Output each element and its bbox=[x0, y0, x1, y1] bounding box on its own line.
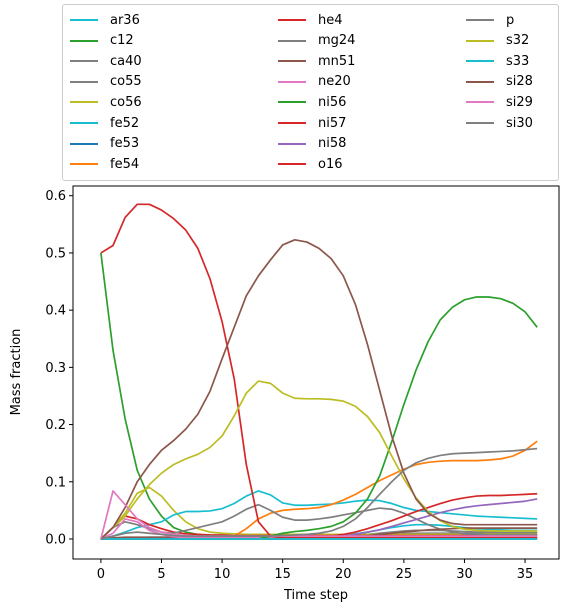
legend-label: mg24 bbox=[318, 33, 356, 49]
x-tick-label: 25 bbox=[396, 567, 413, 582]
legend-label: ni58 bbox=[318, 136, 347, 152]
legend-item-si29: si29 bbox=[466, 92, 533, 112]
chart-legend: ar36 c12 ca40 co55 co56 fe52 fe53 fe54 he4 mg24 mn… bbox=[62, 4, 559, 181]
legend-swatch bbox=[466, 80, 494, 83]
legend-label: si30 bbox=[506, 115, 533, 131]
series-line-mg24 bbox=[100, 503, 538, 540]
legend-label: ne20 bbox=[318, 74, 351, 90]
legend-label: ni57 bbox=[318, 115, 347, 131]
legend-label: ar36 bbox=[110, 12, 140, 28]
legend-item-c12: c12 bbox=[70, 31, 134, 51]
legend-item-si28: si28 bbox=[466, 72, 533, 92]
legend-label: fe53 bbox=[110, 136, 140, 152]
legend-item-fe53: fe53 bbox=[70, 134, 139, 154]
legend-item-ar36: ar36 bbox=[70, 10, 140, 30]
legend-label: mn51 bbox=[318, 53, 356, 69]
x-tick-label: 30 bbox=[456, 567, 473, 582]
legend-item-co55: co55 bbox=[70, 72, 142, 92]
legend-swatch bbox=[466, 19, 494, 21]
legend-swatch bbox=[278, 142, 306, 145]
series-line-si29 bbox=[100, 490, 538, 540]
legend-item-ne20: ne20 bbox=[278, 72, 351, 92]
legend-swatch bbox=[278, 60, 306, 63]
legend-item-mn51: mn51 bbox=[278, 51, 355, 71]
legend-item-ni57: ni57 bbox=[278, 113, 346, 133]
legend-item-co56: co56 bbox=[70, 92, 142, 112]
legend-label: c12 bbox=[110, 33, 134, 49]
legend-label: si29 bbox=[506, 94, 533, 110]
legend-item-si30: si30 bbox=[466, 113, 533, 133]
y-tick-label: 0.1 bbox=[45, 475, 66, 490]
legend-label: o16 bbox=[318, 156, 343, 172]
legend-label: si28 bbox=[506, 74, 533, 90]
x-tick-label: 5 bbox=[157, 567, 165, 582]
legend-item-p: p bbox=[466, 10, 514, 30]
plot-area bbox=[73, 186, 559, 559]
x-axis: 0 5 10 15 20 25 30 35 bbox=[97, 559, 534, 582]
legend-swatch bbox=[278, 39, 306, 42]
series-line-o16 bbox=[100, 203, 538, 539]
series-line-s32 bbox=[100, 380, 538, 540]
legend-swatch bbox=[278, 80, 306, 83]
legend-item-he4: he4 bbox=[278, 10, 343, 30]
legend-swatch bbox=[70, 142, 98, 145]
series-group bbox=[100, 203, 538, 540]
legend-label: he4 bbox=[318, 12, 343, 28]
y-tick-label: 0.3 bbox=[45, 361, 66, 376]
legend-item-fe54: fe54 bbox=[70, 154, 139, 174]
x-tick-label: 15 bbox=[274, 567, 291, 582]
legend-label: fe54 bbox=[110, 156, 140, 172]
legend-swatch bbox=[466, 60, 494, 63]
y-axis: 0.0 0.1 0.2 0.3 0.4 0.5 0.6 bbox=[45, 189, 73, 547]
legend-item-o16: o16 bbox=[278, 154, 343, 174]
legend-item-ni56: ni56 bbox=[278, 92, 346, 112]
legend-swatch bbox=[466, 39, 494, 42]
legend-swatch bbox=[70, 39, 98, 42]
legend-item-fe52: fe52 bbox=[70, 113, 139, 133]
plot-frame bbox=[72, 185, 560, 560]
legend-swatch bbox=[70, 19, 98, 21]
x-axis-label: Time step bbox=[283, 588, 348, 603]
legend-swatch bbox=[278, 122, 306, 124]
legend-swatch bbox=[70, 122, 98, 124]
legend-item-mg24: mg24 bbox=[278, 31, 355, 51]
series-line-si28 bbox=[100, 238, 538, 540]
legend-item-s32: s32 bbox=[466, 31, 529, 51]
legend-swatch bbox=[278, 19, 306, 21]
legend-swatch bbox=[70, 163, 98, 166]
legend-item-ni58: ni58 bbox=[278, 134, 346, 154]
legend-swatch bbox=[278, 163, 306, 166]
series-line-fe52 bbox=[100, 490, 538, 540]
x-tick-label: 0 bbox=[97, 567, 105, 582]
legend-swatch bbox=[278, 101, 306, 104]
x-tick-label: 20 bbox=[335, 567, 352, 582]
series-line-si30 bbox=[100, 447, 538, 540]
legend-swatch bbox=[466, 101, 494, 104]
legend-item-s33: s33 bbox=[466, 51, 529, 71]
legend-label: s33 bbox=[506, 53, 530, 69]
legend-swatch bbox=[70, 80, 98, 83]
y-tick-label: 0.4 bbox=[45, 304, 66, 319]
legend-label: ni56 bbox=[318, 94, 347, 110]
legend-label: p bbox=[506, 12, 515, 28]
legend-swatch bbox=[466, 122, 494, 124]
legend-label: co55 bbox=[110, 74, 142, 90]
y-axis-label: Mass fraction bbox=[9, 329, 24, 416]
legend-label: co56 bbox=[110, 94, 142, 110]
y-tick-label: 0.6 bbox=[45, 189, 66, 204]
legend-swatch bbox=[70, 101, 98, 104]
legend-label: ca40 bbox=[110, 53, 142, 69]
legend-item-ca40: ca40 bbox=[70, 51, 142, 71]
legend-label: s32 bbox=[506, 33, 530, 49]
y-tick-label: 0.5 bbox=[45, 246, 66, 261]
x-tick-label: 10 bbox=[214, 567, 231, 582]
y-tick-label: 0.2 bbox=[45, 418, 66, 433]
legend-label: fe52 bbox=[110, 115, 140, 131]
legend-swatch bbox=[70, 60, 98, 63]
x-tick-label: 35 bbox=[517, 567, 534, 582]
y-tick-label: 0.0 bbox=[45, 532, 66, 547]
